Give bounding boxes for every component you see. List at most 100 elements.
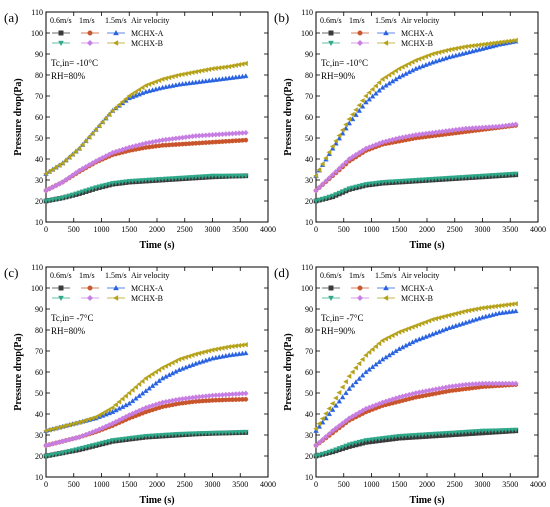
data-point	[429, 51, 435, 57]
data-point	[79, 142, 85, 148]
data-point	[503, 428, 509, 433]
x-tick-label: 0	[44, 225, 48, 234]
data-point	[469, 174, 476, 180]
data-point	[99, 183, 106, 189]
data-point	[369, 181, 376, 187]
data-point	[389, 179, 396, 185]
data-point	[136, 87, 142, 93]
data-point	[123, 393, 128, 399]
data-point	[96, 184, 102, 190]
legend-marker-diamond	[356, 294, 364, 302]
data-point	[156, 433, 162, 439]
x-tick-label: 3000	[205, 480, 221, 489]
data-point	[106, 406, 112, 413]
data-point	[329, 448, 336, 454]
data-point	[356, 102, 362, 108]
x-tick-label: 500	[68, 480, 80, 489]
data-point	[353, 379, 359, 385]
data-point	[189, 362, 196, 367]
data-point	[93, 414, 98, 420]
x-axis-title: Time (s)	[409, 240, 444, 251]
data-point	[413, 337, 419, 343]
data-point	[486, 428, 492, 434]
data-point	[103, 408, 108, 415]
data-point	[53, 425, 59, 431]
data-point	[349, 441, 356, 447]
data-point	[69, 172, 76, 179]
data-point	[459, 309, 465, 315]
data-point	[219, 173, 226, 179]
data-point	[83, 138, 88, 144]
data-point	[316, 167, 322, 173]
data-point	[133, 92, 139, 98]
data-point	[53, 452, 59, 457]
data-point	[133, 435, 139, 441]
data-point	[203, 174, 209, 180]
y-axis-title: Pressure drop(Pa)	[13, 78, 24, 156]
data-point	[229, 173, 236, 179]
y-tick-label: 50	[35, 134, 43, 143]
data-point	[149, 177, 156, 183]
data-point	[143, 375, 148, 381]
data-point	[373, 83, 378, 89]
y-tick-label: 40	[305, 155, 313, 164]
x-tick-label: 0	[314, 225, 318, 234]
data-point	[346, 442, 352, 448]
legend-velocity-label: 0.6m/s	[320, 16, 342, 25]
data-point	[443, 326, 449, 332]
data-point	[323, 155, 329, 161]
legend-marker-circle	[87, 285, 93, 291]
data-point	[419, 335, 426, 340]
data-point	[316, 420, 322, 427]
data-point	[373, 180, 379, 186]
x-tick-label: 2500	[177, 225, 193, 234]
data-point	[376, 87, 382, 93]
data-point	[383, 74, 388, 80]
data-point	[436, 176, 442, 182]
data-point	[426, 432, 432, 438]
data-point	[166, 361, 172, 368]
data-point	[349, 185, 356, 191]
x-tick-label: 2000	[149, 225, 165, 234]
data-point	[413, 65, 419, 71]
data-point	[346, 120, 352, 126]
data-point	[456, 175, 462, 181]
data-point	[66, 422, 72, 428]
data-point	[229, 430, 236, 436]
data-point	[106, 410, 112, 416]
data-point	[169, 74, 175, 80]
data-point	[313, 426, 319, 432]
data-point	[439, 48, 445, 55]
chart-panel-c: 0 500 1000 1500 2000 2500 3000 3500 4000 10 20 30 40…	[4, 263, 276, 506]
data-point	[103, 411, 109, 417]
data-point	[339, 394, 346, 400]
data-point	[409, 59, 415, 65]
series-1m-s-mchx-b	[313, 380, 519, 449]
chart-panel-d: 0 500 1000 1500 2000 2500 3000 3500 4000 10 20 30 40…	[274, 263, 546, 506]
data-point	[366, 181, 372, 187]
data-point	[453, 175, 459, 181]
data-point	[56, 451, 62, 457]
data-point	[149, 383, 156, 388]
legend-velocity-label: 0.6m/s	[50, 271, 72, 280]
data-point	[323, 433, 329, 440]
data-point	[63, 449, 69, 455]
data-point	[206, 173, 212, 179]
legend-marker-triangle-down	[328, 40, 334, 47]
data-point	[83, 188, 89, 194]
data-point	[376, 340, 382, 347]
data-point	[416, 177, 422, 183]
data-point	[383, 336, 388, 342]
data-point	[83, 444, 89, 450]
data-point	[43, 453, 49, 459]
data-point	[86, 134, 92, 140]
data-point	[436, 49, 442, 55]
series-1m-s-mchx-b	[43, 390, 249, 449]
data-point	[69, 151, 75, 158]
legend-marker-circle	[87, 30, 93, 36]
series-1.5m-s-mchx-b	[43, 342, 248, 434]
data-point	[429, 331, 436, 337]
data-point	[313, 187, 319, 194]
data-point	[369, 346, 375, 352]
